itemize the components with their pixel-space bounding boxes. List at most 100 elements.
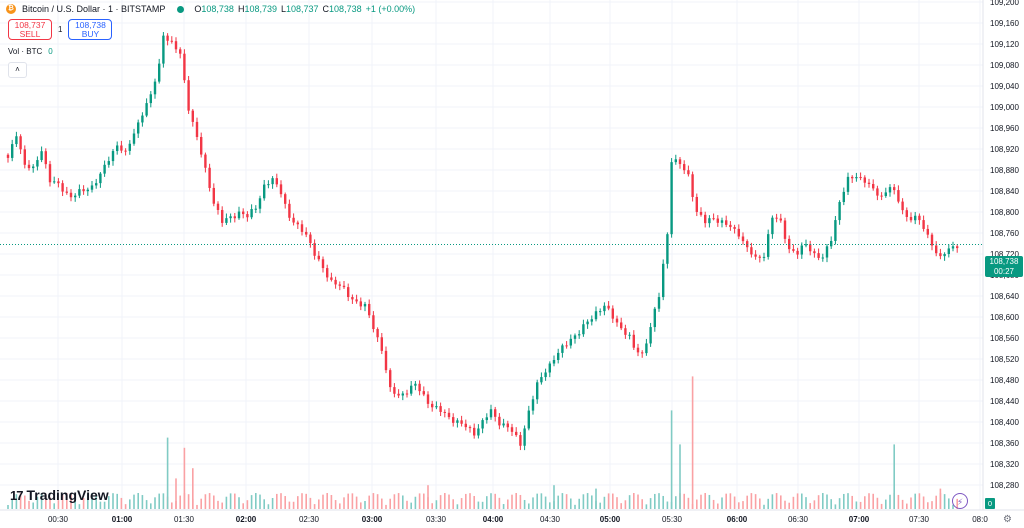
volume-bar — [271, 498, 274, 509]
candle-body — [771, 217, 774, 235]
volume-bar — [708, 494, 711, 509]
candle-body — [863, 177, 866, 183]
volume-bar — [473, 495, 475, 509]
candle-body — [426, 394, 430, 404]
candle-body — [111, 151, 115, 162]
time-tick-label: 01:30 — [174, 515, 195, 524]
candle-body — [326, 268, 329, 278]
candle-body — [712, 218, 715, 220]
candle-body — [922, 220, 925, 229]
candle-body — [418, 383, 421, 392]
candle-body — [557, 352, 560, 361]
candle-body — [544, 372, 547, 378]
time-tick-label: 03:00 — [362, 515, 383, 524]
candle-body — [762, 256, 766, 258]
volume-bar — [360, 502, 362, 509]
candle-body — [90, 185, 94, 190]
chevron-up-icon[interactable]: ˄ — [8, 62, 27, 78]
volume-bar — [318, 499, 320, 509]
candle-body — [741, 236, 745, 242]
time-tick-label: 08:0 — [972, 515, 988, 524]
volume-bar — [809, 503, 811, 509]
candle-body — [649, 327, 652, 344]
volume-bar — [654, 493, 656, 509]
volume-bar — [150, 503, 152, 509]
volume-bar — [733, 496, 736, 509]
candle-body — [699, 211, 703, 215]
volume-bar — [780, 495, 782, 509]
volume-bar — [557, 495, 559, 509]
candle-body — [884, 192, 887, 196]
candle-body — [506, 423, 509, 428]
volume-bar — [284, 496, 286, 509]
candle-body — [876, 188, 879, 196]
volume-bar — [364, 500, 366, 509]
candle-body — [275, 178, 278, 185]
time-tick-label: 06:30 — [788, 515, 809, 524]
gear-icon[interactable]: ⚙ — [1003, 514, 1012, 525]
volume-bar — [901, 499, 904, 509]
buy-price: 108,738 — [75, 19, 106, 30]
candle-body — [250, 209, 253, 218]
candle-body — [783, 220, 787, 239]
volume-bar — [32, 502, 34, 509]
candle-body — [788, 238, 791, 250]
volume-bar — [784, 500, 786, 509]
volume-bar — [906, 503, 908, 509]
volume-legend[interactable]: Vol · BTC 0 — [8, 47, 53, 56]
volume-bar — [36, 496, 39, 509]
candle-body — [208, 167, 211, 188]
volume-bar — [704, 493, 706, 509]
candle-body — [956, 246, 959, 249]
volume-bar — [343, 497, 345, 509]
ohlc-close-value: 108,738 — [329, 4, 362, 14]
candle-body — [397, 393, 400, 396]
volume-bar — [536, 493, 538, 509]
candle-body — [309, 234, 312, 244]
volume-bar — [935, 495, 937, 509]
candle-body — [242, 211, 245, 215]
candle-body — [527, 410, 530, 429]
buy-button[interactable]: 108,738 BUY — [68, 19, 113, 40]
candle-body — [720, 220, 724, 223]
candle-body — [263, 184, 266, 199]
volume-bar — [918, 493, 921, 509]
replay-icon[interactable]: ⚡ — [952, 493, 968, 509]
candle-body — [300, 224, 304, 232]
volume-bar — [217, 500, 219, 509]
candle-body — [103, 164, 106, 174]
volume-bar — [523, 499, 526, 509]
volume-bar — [280, 493, 282, 509]
volume-bar — [385, 504, 387, 509]
price-tick-label: 108,960 — [990, 124, 1019, 133]
price-axis[interactable]: 108,280 108,320 108,360 108,400 108,440 108,4… — [990, 0, 1019, 490]
volume-bar — [49, 497, 51, 509]
volume-bar — [91, 493, 93, 509]
volume-bar — [66, 493, 68, 509]
volume-bar — [389, 498, 391, 509]
candle-body — [321, 259, 325, 269]
candle-body — [380, 337, 383, 351]
volume-bar — [763, 504, 765, 509]
price-tick-label: 108,760 — [990, 229, 1019, 238]
volume-bar — [53, 503, 55, 509]
candle-body — [82, 189, 85, 192]
volume-bar — [670, 410, 673, 509]
volume-bar — [826, 494, 828, 509]
volume-bar — [607, 493, 610, 509]
volume-bar — [914, 493, 916, 509]
volume-bar — [351, 493, 354, 509]
symbol-title[interactable]: Bitcoin / U.S. Dollar · 1 · BITSTAMP — [22, 4, 166, 14]
last-price-value: 108,738 — [989, 257, 1019, 266]
candle-body — [607, 305, 610, 309]
volume-bar — [129, 499, 131, 509]
tradingview-logo[interactable]: 17 TradingView — [10, 487, 109, 503]
time-axis[interactable]: 00:30 01:00 01:30 02:00 02:30 03:00 03:30 04:00… — [48, 515, 988, 524]
volume-bar — [754, 494, 757, 509]
sell-button[interactable]: 108,737 SELL — [8, 19, 52, 40]
time-tick-label: 01:00 — [112, 515, 133, 524]
candle-body — [393, 387, 396, 394]
ohlc-low-value: 108,737 — [286, 4, 319, 14]
candle-body — [435, 406, 438, 408]
